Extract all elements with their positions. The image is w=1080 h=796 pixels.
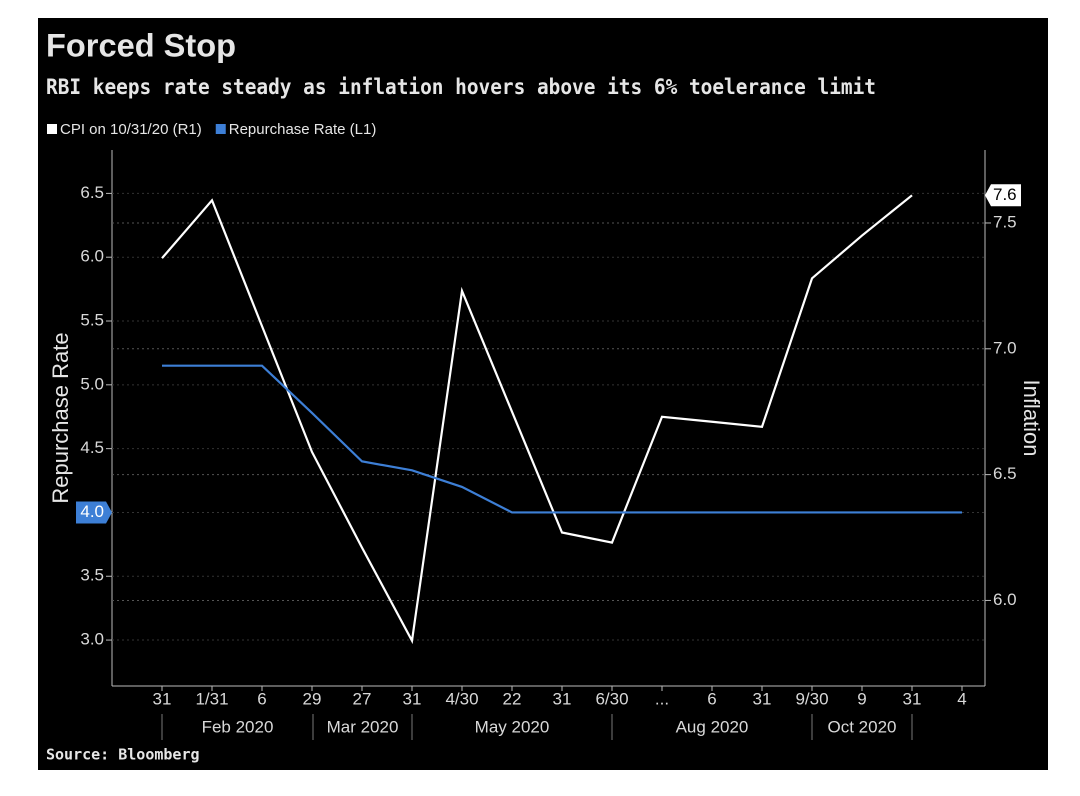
y-tick-label: 6.0 xyxy=(80,247,104,266)
x-tick-label: 6 xyxy=(257,689,266,708)
x-tick-label: 31 xyxy=(753,689,772,708)
y2-axis-label: Inflation xyxy=(1019,379,1044,456)
value-label: 4.0 xyxy=(80,502,104,521)
legend-label: Repurchase Rate (L1) xyxy=(229,121,377,138)
chart-subtitle: RBI keeps rate steady as inflation hover… xyxy=(46,75,876,99)
x-tick-label: 31 xyxy=(153,689,172,708)
x-tick-label: ... xyxy=(655,689,669,708)
x-tick-label: 4 xyxy=(957,689,966,708)
group-label: Aug 2020 xyxy=(676,717,749,736)
x-tick-label: 6 xyxy=(707,689,716,708)
y2-tick-label: 6.0 xyxy=(993,590,1017,609)
x-tick-label: 1/31 xyxy=(195,689,228,708)
series-line xyxy=(162,364,962,514)
group-label: Feb 2020 xyxy=(202,717,274,736)
y-tick-label: 6.5 xyxy=(80,183,104,202)
y2-tick-label: 7.5 xyxy=(993,212,1017,231)
legend-label: CPI on 10/31/20 (R1) xyxy=(60,121,202,138)
y-tick-label: 5.0 xyxy=(80,374,104,393)
y-tick-label: 4.5 xyxy=(80,438,104,457)
y2-tick-label: 7.0 xyxy=(993,338,1017,357)
x-tick-label: 9 xyxy=(857,689,866,708)
value-tag xyxy=(76,501,112,524)
x-tick-label: 27 xyxy=(353,689,372,708)
y-axis-label: Repurchase Rate xyxy=(48,332,73,503)
x-tick-label: 6/30 xyxy=(595,689,628,708)
group-label: Oct 2020 xyxy=(828,717,897,736)
group-label: Mar 2020 xyxy=(327,717,399,736)
y2-tick-label: 6.5 xyxy=(993,464,1017,483)
chart-title: Forced Stop xyxy=(46,27,236,63)
group-label: May 2020 xyxy=(475,717,550,736)
legend-swatch xyxy=(215,124,226,134)
x-tick-label: 22 xyxy=(503,689,522,708)
y-tick-label: 3.5 xyxy=(80,566,104,585)
x-tick-label: 31 xyxy=(903,689,922,708)
x-tick-label: 4/30 xyxy=(445,689,478,708)
y-tick-label: 5.5 xyxy=(80,310,104,329)
legend-swatch xyxy=(47,124,57,134)
x-tick-label: 29 xyxy=(303,689,322,708)
value-label: 7.6 xyxy=(993,185,1017,204)
background xyxy=(38,18,1048,770)
x-tick-label: 31 xyxy=(553,689,572,708)
source: Source: Bloomberg xyxy=(46,746,200,764)
y-tick-label: 3.0 xyxy=(80,630,104,649)
x-tick-label: 9/30 xyxy=(795,689,828,708)
x-tick-label: 31 xyxy=(403,689,422,708)
value-tag xyxy=(985,184,1021,207)
